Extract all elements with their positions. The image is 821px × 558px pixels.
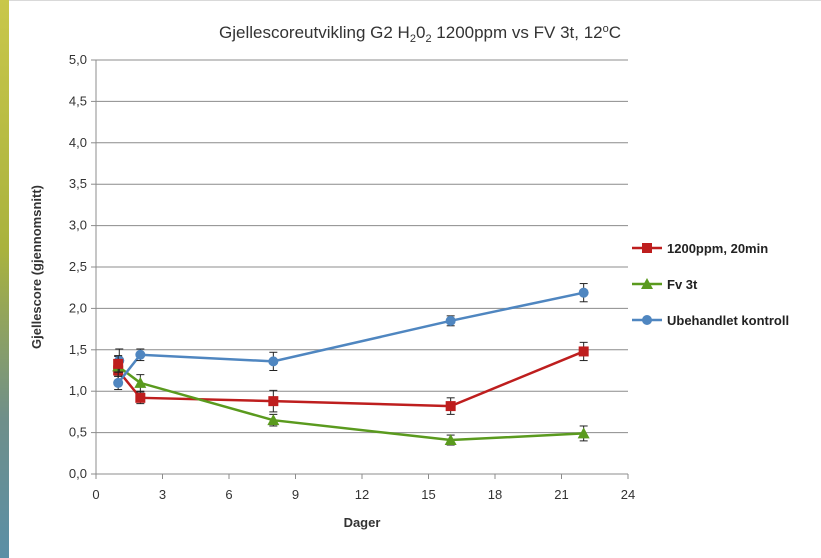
y-tick-label: 3,0	[69, 218, 87, 233]
title-part: 2	[410, 33, 416, 45]
x-tick-label: 18	[488, 487, 502, 502]
data-point	[135, 349, 146, 360]
axes	[91, 59, 629, 479]
y-tick-label: 1,5	[69, 342, 87, 357]
y-tick-label: 0,0	[69, 466, 87, 481]
data-point	[445, 315, 456, 326]
chart-frame	[9, 0, 821, 558]
data-point	[134, 376, 147, 388]
legend-label: Ubehandlet kontroll	[667, 313, 789, 328]
gridlines	[96, 59, 628, 434]
data-point	[113, 377, 124, 388]
title-part: o	[603, 23, 609, 35]
series-layer	[112, 283, 590, 446]
legend: 1200ppm, 20min Fv 3t Ubehandlet kontroll	[632, 241, 789, 328]
series-2	[113, 283, 589, 391]
legend-label: Fv 3t	[667, 277, 698, 292]
series-line	[117, 291, 584, 384]
left-accent-bar	[0, 0, 9, 558]
series-1	[112, 355, 590, 446]
legend-item-2: Ubehandlet kontroll	[632, 313, 789, 328]
data-point	[578, 287, 589, 298]
x-tick-label: 9	[292, 487, 299, 502]
x-tick-label: 12	[355, 487, 369, 502]
x-tick-label: 24	[621, 487, 635, 502]
title-part: 0	[416, 23, 425, 42]
data-point	[578, 346, 589, 357]
data-point	[444, 434, 457, 446]
x-tick-label: 21	[554, 487, 568, 502]
y-tick-labels: 0,0 0,5 1,0 1,5 2,0 2,5 3,0 3,5 4,0 4,5 5,0	[69, 52, 87, 481]
x-axis-label: Dager	[344, 515, 381, 530]
y-tick-label: 0,5	[69, 425, 87, 440]
legend-item-0: 1200ppm, 20min	[632, 241, 768, 256]
data-point	[268, 356, 279, 367]
legend-marker	[642, 243, 652, 253]
legend-item-1: Fv 3t	[632, 277, 698, 292]
title-part: 2	[425, 33, 431, 45]
extra-point-group	[113, 355, 124, 373]
data-point	[445, 401, 456, 412]
data-point	[267, 414, 280, 426]
series-line	[117, 350, 585, 408]
y-tick-label: 4,5	[69, 93, 87, 108]
data-point	[135, 392, 146, 403]
x-tick-label: 6	[225, 487, 232, 502]
series-0	[113, 341, 589, 415]
chart-title: Gjellescoreutvikling G2 H202 1200ppm vs …	[219, 23, 621, 45]
y-tick-label: 1,0	[69, 383, 87, 398]
title-part: Gjellescoreutvikling G2 H	[219, 23, 410, 42]
title-part: 1200ppm vs FV 3t, 12	[432, 23, 603, 42]
x-tick-label: 3	[159, 487, 166, 502]
title-part: C	[609, 23, 621, 42]
x-tick-label: 15	[421, 487, 435, 502]
chart-title-group: Gjellescoreutvikling G2 H202 1200ppm vs …	[219, 23, 621, 45]
y-tick-label: 2,0	[69, 300, 87, 315]
y-tick-label: 4,0	[69, 135, 87, 150]
data-point	[113, 358, 124, 369]
x-tick-labels: 0 3 6 9 12 15 18 21 24	[92, 487, 635, 502]
data-point	[577, 427, 590, 439]
y-tick-label: 2,5	[69, 259, 87, 274]
y-axis-label: Gjellescore (gjennomsnitt)	[29, 185, 44, 349]
legend-marker	[642, 315, 652, 325]
y-tick-label: 5,0	[69, 52, 87, 67]
legend-marker	[641, 278, 653, 289]
y-tick-label: 3,5	[69, 176, 87, 191]
legend-label: 1200ppm, 20min	[667, 241, 768, 256]
data-point	[268, 396, 279, 407]
x-tick-label: 0	[92, 487, 99, 502]
